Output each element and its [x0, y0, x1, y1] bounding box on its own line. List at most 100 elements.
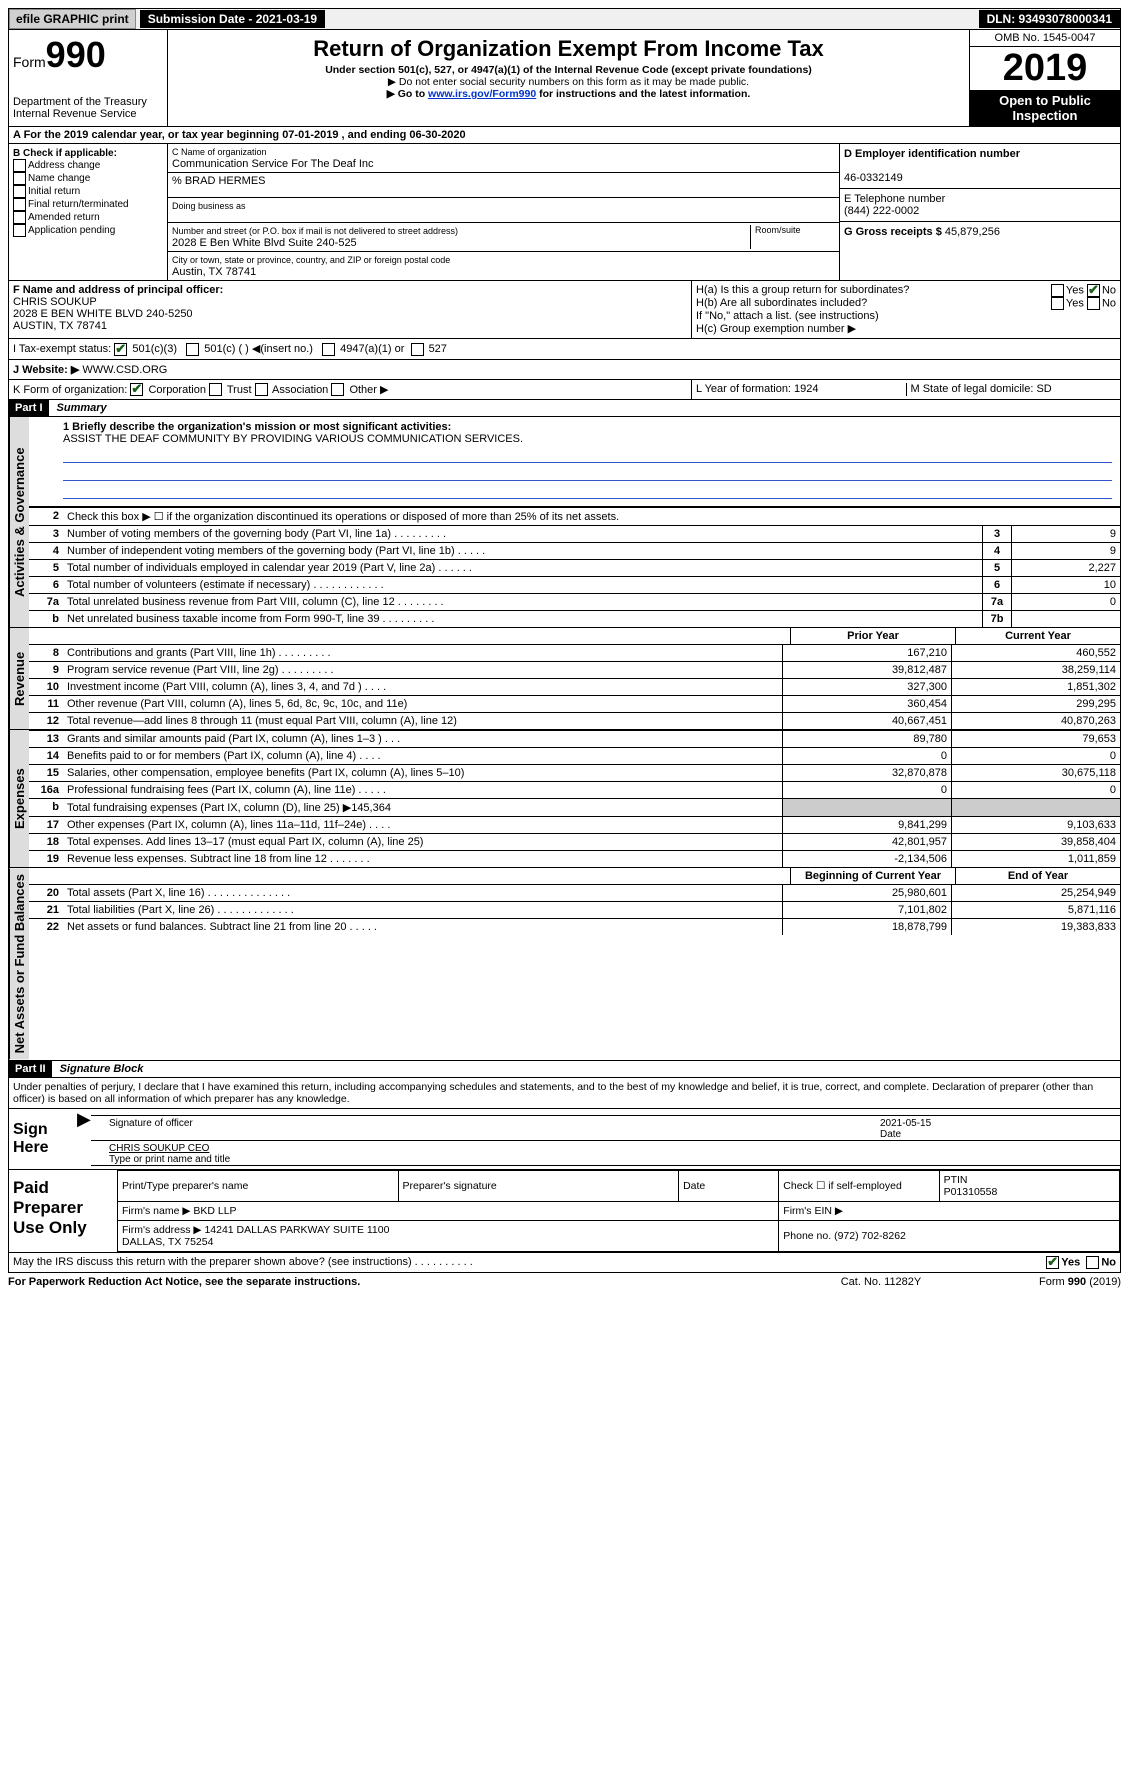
phone-val: (844) 222-0002: [844, 205, 919, 217]
dln: DLN: 93493078000341: [979, 10, 1120, 28]
table-row: 17Other expenses (Part IX, column (A), l…: [29, 816, 1120, 833]
e-label: E Telephone number: [844, 193, 945, 205]
officer-addr1: 2028 E BEN WHITE BLVD 240-5250: [13, 308, 193, 320]
chk-trust[interactable]: [209, 383, 222, 396]
net-assets-section: Net Assets or Fund Balances Beginning of…: [8, 868, 1121, 1060]
prep-date-h: Date: [679, 1170, 779, 1201]
chk-name: Name change: [13, 172, 163, 185]
prep-self-h: Check ☐ if self-employed: [779, 1170, 939, 1201]
sign-here: Sign Here ▶ Signature of officer2021-05-…: [8, 1109, 1121, 1170]
k-label: K Form of organization:: [13, 384, 127, 396]
footer-l: For Paperwork Reduction Act Notice, see …: [8, 1276, 801, 1288]
chk-other[interactable]: [331, 383, 344, 396]
table-row: 8Contributions and grants (Part VIII, li…: [29, 644, 1120, 661]
ptin-label: PTIN: [944, 1174, 968, 1186]
chk-assoc[interactable]: [255, 383, 268, 396]
firm-name: BKD LLP: [193, 1205, 236, 1217]
table-row: bTotal fundraising expenses (Part IX, co…: [29, 798, 1120, 816]
addr-label: Number and street (or P.O. box if mail i…: [172, 226, 458, 236]
submission-date: Submission Date - 2021-03-19: [140, 10, 325, 28]
form-number: 990: [46, 34, 106, 75]
chk-501c3[interactable]: [114, 343, 127, 356]
vtab-net: Net Assets or Fund Balances: [9, 868, 29, 1059]
ptin-val: P01310558: [944, 1186, 998, 1198]
row-a-text: A For the 2019 calendar year, or tax yea…: [13, 129, 466, 141]
website-val: WWW.CSD.ORG: [82, 364, 167, 376]
begin-year-header: Beginning of Current Year: [790, 868, 955, 884]
officer-print-name: CHRIS SOUKUP CEO: [109, 1143, 209, 1154]
chk-initial: Initial return: [13, 185, 163, 198]
part1-title: Summary: [49, 402, 107, 414]
ha-yes[interactable]: [1051, 284, 1064, 297]
row-a: A For the 2019 calendar year, or tax yea…: [8, 127, 1121, 144]
tax-year: 2019: [970, 47, 1120, 90]
ha-no[interactable]: [1087, 284, 1100, 297]
hb-no[interactable]: [1087, 297, 1100, 310]
i-label: I Tax-exempt status:: [13, 343, 111, 355]
table-row: 19Revenue less expenses. Subtract line 1…: [29, 850, 1120, 867]
col-b: B Check if applicable: Address change Na…: [9, 144, 168, 280]
firm-addr-l: Firm's address ▶: [122, 1224, 202, 1236]
header-center: Return of Organization Exempt From Incom…: [168, 30, 969, 126]
header-left: Form990 Department of the Treasury Inter…: [9, 30, 168, 126]
g-label: G Gross receipts $: [844, 226, 942, 238]
table-row: 10Investment income (Part VIII, column (…: [29, 678, 1120, 695]
table-row: 12Total revenue—add lines 8 through 11 (…: [29, 712, 1120, 729]
chk-final: Final return/terminated: [13, 198, 163, 211]
end-year-header: End of Year: [955, 868, 1120, 884]
part1-label: Part I: [9, 400, 49, 416]
table-row: 6Total number of volunteers (estimate if…: [29, 576, 1120, 593]
m-state: M State of legal domicile: SD: [907, 383, 1117, 397]
form-label: Form: [13, 54, 46, 70]
discuss-yes[interactable]: [1046, 1256, 1059, 1269]
mission-text: ASSIST THE DEAF COMMUNITY BY PROVIDING V…: [63, 433, 523, 445]
discuss-text: May the IRS discuss this return with the…: [13, 1256, 1046, 1269]
table-row: 4Number of independent voting members of…: [29, 542, 1120, 559]
j-label: J Website: ▶: [13, 364, 79, 376]
hc-label: H(c) Group exemption number ▶: [696, 322, 1116, 335]
footer: For Paperwork Reduction Act Notice, see …: [8, 1273, 1121, 1291]
chk-527[interactable]: [411, 343, 424, 356]
sign-here-label: Sign Here: [9, 1109, 77, 1169]
efile-btn[interactable]: efile GRAPHIC print: [9, 9, 136, 29]
irs-link[interactable]: www.irs.gov/Form990: [428, 88, 536, 100]
current-year-header: Current Year: [955, 628, 1120, 644]
table-row: 3Number of voting members of the governi…: [29, 525, 1120, 542]
note-ssn: ▶ Do not enter social security numbers o…: [172, 76, 965, 88]
prep-name-h: Print/Type preparer's name: [118, 1170, 399, 1201]
col-b-title: B Check if applicable:: [13, 148, 117, 159]
discuss-no[interactable]: [1086, 1256, 1099, 1269]
part2-header: Part II Signature Block: [8, 1061, 1121, 1078]
chk-address: Address change: [13, 159, 163, 172]
hb-yes[interactable]: [1051, 297, 1064, 310]
table-row: 11Other revenue (Part VIII, column (A), …: [29, 695, 1120, 712]
dba-label: Doing business as: [172, 201, 246, 211]
table-row: 21Total liabilities (Part X, line 26) . …: [29, 901, 1120, 918]
officer-name: CHRIS SOUKUP: [13, 296, 97, 308]
firm-ein-l: Firm's EIN ▶: [779, 1201, 1120, 1220]
form-title: Return of Organization Exempt From Incom…: [172, 36, 965, 62]
table-row: 9Program service revenue (Part VIII, lin…: [29, 661, 1120, 678]
q1-label: 1 Briefly describe the organization's mi…: [63, 421, 451, 433]
hb-note: If "No," attach a list. (see instruction…: [696, 310, 1116, 322]
ein-val: 46-0332149: [844, 172, 903, 184]
chk-corp[interactable]: [130, 383, 143, 396]
note-goto-pre: ▶ Go to: [387, 88, 428, 100]
sig-date-label: Date: [880, 1129, 901, 1140]
vtab-governance: Activities & Governance: [9, 417, 29, 627]
q2-label: Check this box ▶ ☐ if the organization d…: [63, 508, 1120, 525]
footer-c: Cat. No. 11282Y: [801, 1276, 961, 1288]
note-goto-post: for instructions and the latest informat…: [536, 88, 750, 100]
table-row: 15Salaries, other compensation, employee…: [29, 764, 1120, 781]
sig-officer-label: Signature of officer: [91, 1118, 880, 1140]
sig-date: 2021-05-15: [880, 1118, 931, 1129]
print-name-label: Type or print name and title: [109, 1154, 230, 1165]
care-of: % BRAD HERMES: [168, 173, 839, 198]
col-c: C Name of organizationCommunication Serv…: [168, 144, 839, 280]
hb-label: H(b) Are all subordinates included?: [696, 297, 1051, 310]
officer-addr2: AUSTIN, TX 78741: [13, 320, 107, 332]
chk-amended: Amended return: [13, 211, 163, 224]
chk-501c[interactable]: [186, 343, 199, 356]
row-fh: F Name and address of principal officer:…: [8, 281, 1121, 339]
chk-4947[interactable]: [322, 343, 335, 356]
